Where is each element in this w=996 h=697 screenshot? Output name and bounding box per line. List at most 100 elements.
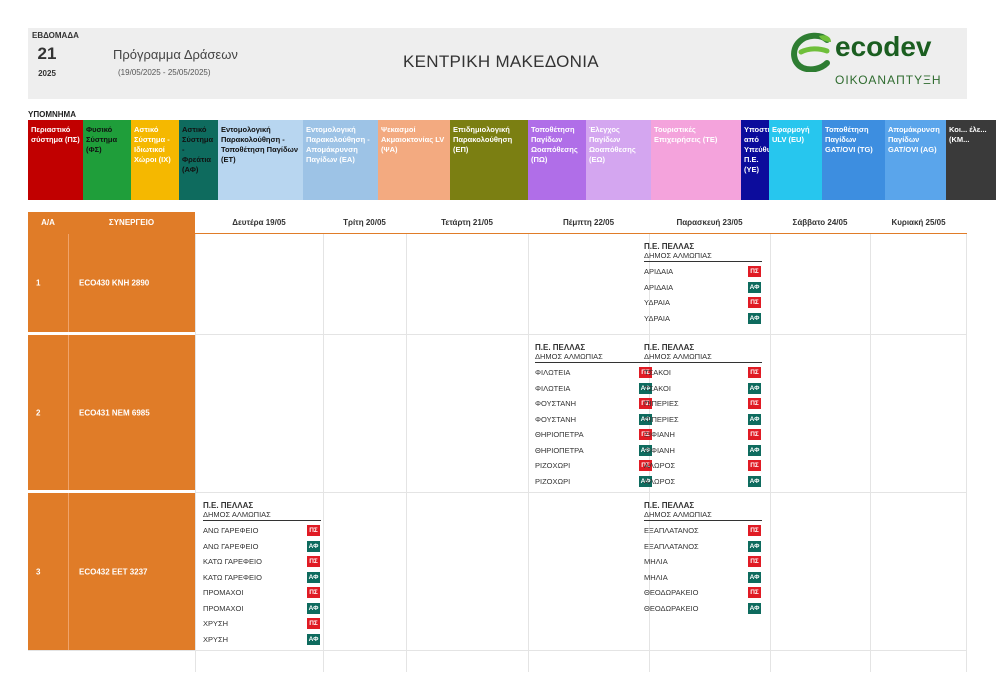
legend-item: Τουριστικές Επιχειρήσεις (ΤΕ) bbox=[651, 120, 741, 200]
system-badge: ΠΣ bbox=[748, 297, 761, 308]
location-name: ΜΗΛΙΑ bbox=[644, 557, 668, 566]
legend-item: Εντομολογική Παρακολούθηση - Τοποθέτηση … bbox=[218, 120, 303, 200]
location-name: ΘΗΡΙΟΠΕΤΡΑ bbox=[535, 430, 584, 439]
location-entry: ΡΙΖΟΧΩΡΙ ΑΦ bbox=[535, 474, 653, 490]
legend: Περιαστικό σύστημα (ΠΣ) Φυσικό Σύστημα (Φ… bbox=[28, 120, 996, 200]
location-name: ΑΛΩΡΟΣ bbox=[644, 461, 676, 470]
system-badge: ΠΣ bbox=[748, 398, 761, 409]
location-entry: ΠΙΠΕΡΙΕΣ ΠΣ bbox=[644, 396, 762, 412]
location-entry: ΦΙΛΩΤΕΙΑ ΑΦ bbox=[535, 381, 653, 397]
system-badge: ΠΣ bbox=[307, 556, 320, 567]
location-entry: ΘΗΡΙΟΠΕΤΡΑ ΑΦ bbox=[535, 443, 653, 459]
column-header: Τρίτη 20/05 bbox=[323, 212, 406, 234]
legend-item: Τοποθέτηση Παγίδων Ωοαπόθεσης (ΠΩ) bbox=[528, 120, 586, 200]
grid-line bbox=[770, 234, 771, 672]
legend-item: Απομάκρυνση Παγίδων GAT/OVI (AG) bbox=[885, 120, 946, 200]
location-entry: ΕΞΑΠΛΑΤΑΝΟΣ ΠΣ bbox=[644, 523, 762, 539]
location-name: ΜΗΛΙΑ bbox=[644, 572, 668, 582]
card-regional-unit: Π.Ε. ΠΕΛΛΑΣ bbox=[535, 343, 586, 352]
system-badge: ΑΦ bbox=[748, 281, 761, 293]
location-name: ΑΡΙΔΑΙΑ bbox=[644, 267, 674, 276]
location-entry: ΤΣΑΚΟΙ ΑΦ bbox=[644, 381, 762, 397]
legend-item: Έλεγχος Παγίδων Ωοαπόθεσης (ΕΩ) bbox=[586, 120, 651, 200]
leaf-e-icon bbox=[791, 32, 831, 72]
legend-title: ΥΠΟΜΝΗΜΑ bbox=[28, 110, 76, 119]
location-name: ΦΟΥΣΤΑΝΗ bbox=[535, 414, 577, 424]
schedule-table: Α/Α ΣΥΝΕΡΓΕΙΟ Δευτέρα 19/05 Τρίτη 20/05 Τετά… bbox=[28, 212, 967, 672]
location-entry: ΠΡΟΜΑΧΟΙ ΑΦ bbox=[203, 601, 321, 617]
location-entry: ΕΞΑΠΛΑΤΑΝΟΣ ΑΦ bbox=[644, 539, 762, 555]
card-regional-unit: Π.Ε. ΠΕΛΛΑΣ bbox=[203, 501, 254, 510]
system-badge: ΑΦ bbox=[748, 475, 761, 487]
week-year: 2025 bbox=[38, 69, 56, 78]
legend-item: Αστικό Σύστημα - Ιδιωτικοί Χώροι (ΙΧ) bbox=[131, 120, 179, 200]
system-badge: ΠΣ bbox=[748, 429, 761, 440]
legend-item: Κοι... έλε... (ΚΜ... bbox=[946, 120, 996, 200]
system-badge: ΑΦ bbox=[639, 444, 652, 456]
system-badge: ΑΦ bbox=[639, 475, 652, 487]
location-name: ΤΣΑΚΟΙ bbox=[644, 368, 671, 377]
card-regional-unit: Π.Ε. ΠΕΛΛΑΣ bbox=[644, 242, 695, 251]
column-header: Πέμπτη 22/05 bbox=[528, 212, 649, 234]
column-header: Τετάρτη 21/05 bbox=[406, 212, 528, 234]
system-badge: ΠΣ bbox=[748, 460, 761, 471]
system-badge: ΑΦ bbox=[748, 312, 761, 324]
legend-item: Τοποθέτηση Παγίδων GAT/OVI (TG) bbox=[822, 120, 885, 200]
location-name: ΑΝΩ ΓΑΡΕΦΕΙΟ bbox=[203, 526, 259, 535]
grid-line bbox=[406, 234, 407, 672]
system-badge: ΠΣ bbox=[748, 367, 761, 378]
card-municipality: ΔΗΜΟΣ ΑΛΜΩΠΙΑΣ bbox=[644, 251, 762, 262]
card-regional-unit: Π.Ε. ΠΕΛΛΑΣ bbox=[644, 343, 695, 352]
legend-item: Ψεκασμοί Ακμαιοκτονίας LV (ΨΑ) bbox=[378, 120, 450, 200]
system-badge: ΠΣ bbox=[748, 525, 761, 536]
location-name: ΠΡΟΜΑΧΟΙ bbox=[203, 588, 244, 597]
location-name: ΤΣΑΚΟΙ bbox=[644, 383, 671, 393]
location-name: ΑΝΩ ΓΑΡΕΦΕΙΟ bbox=[203, 541, 259, 551]
location-entry: ΚΑΤΩ ΓΑΡΕΦΕΙΟ ΑΦ bbox=[203, 570, 321, 586]
legend-item: Εντομολογική Παρακολούθηση - Απομάκρυνση… bbox=[303, 120, 378, 200]
location-name: ΡΙΖΟΧΩΡΙ bbox=[535, 461, 571, 470]
location-card: Π.Ε. ΠΕΛΛΑΣ ΔΗΜΟΣ ΑΛΜΩΠΙΑΣ ΑΝΩ ΓΑΡΕΦΕΙΟ ΠΣ Α… bbox=[203, 501, 321, 647]
system-badge: ΠΣ bbox=[748, 266, 761, 277]
row-separator bbox=[28, 332, 195, 335]
location-entry: ΥΔΡΑΙΑ ΑΦ bbox=[644, 311, 762, 327]
location-entry: ΚΑΤΩ ΓΑΡΕΦΕΙΟ ΠΣ bbox=[203, 554, 321, 570]
location-entry: ΑΛΩΡΟΣ ΠΣ bbox=[644, 458, 762, 474]
system-badge: ΑΦ bbox=[307, 602, 320, 614]
system-badge: ΠΣ bbox=[748, 587, 761, 598]
system-badge: ΠΣ bbox=[639, 429, 652, 440]
location-entry: ΑΡΙΔΑΙΑ ΑΦ bbox=[644, 280, 762, 296]
card-municipality: ΔΗΜΟΣ ΑΛΜΩΠΙΑΣ bbox=[535, 352, 653, 363]
location-name: ΠΡΟΜΑΧΟΙ bbox=[203, 603, 244, 613]
location-entry: ΘΗΡΙΟΠΕΤΡΑ ΠΣ bbox=[535, 427, 653, 443]
location-card: Π.Ε. ΠΕΛΛΑΣ ΔΗΜΟΣ ΑΛΜΩΠΙΑΣ ΦΙΛΩΤΕΙΑ ΠΣ ΦΙΛΩΤ… bbox=[535, 343, 653, 489]
grid-line bbox=[195, 334, 967, 335]
legend-item: Υποστήριξη από Υπεύθυνο Π.Ε. (ΥΕ) bbox=[741, 120, 769, 200]
location-name: ΞΙΦΙΑΝΗ bbox=[644, 445, 675, 455]
week-number: 21 bbox=[37, 44, 57, 63]
card-municipality: ΔΗΜΟΣ ΑΛΜΩΠΙΑΣ bbox=[644, 510, 762, 521]
row-number-label: 1 bbox=[36, 278, 41, 288]
legend-item: Αστικό Σύστημα - Φρεάτια (ΑΦ) bbox=[179, 120, 218, 200]
column-header: Α/Α bbox=[28, 212, 68, 234]
location-entry: ΘΕΟΔΩΡΑΚΕΙΟ ΠΣ bbox=[644, 585, 762, 601]
system-badge: ΑΦ bbox=[748, 413, 761, 425]
location-entry: ΞΙΦΙΑΝΗ ΠΣ bbox=[644, 427, 762, 443]
system-badge: ΠΣ bbox=[307, 618, 320, 629]
system-badge: ΠΣ bbox=[307, 587, 320, 598]
program-date-range: (19/05/2025 - 25/05/2025) bbox=[118, 68, 211, 77]
location-entry: ΥΔΡΑΙΑ ΠΣ bbox=[644, 295, 762, 311]
system-badge: ΑΦ bbox=[639, 413, 652, 425]
location-name: ΚΑΤΩ ΓΑΡΕΦΕΙΟ bbox=[203, 572, 262, 582]
logo-subtitle: ΟΙΚΟΑΝΑΠΤΥΞΗ bbox=[835, 73, 942, 87]
location-name: ΥΔΡΑΙΑ bbox=[644, 313, 670, 323]
location-name: ΑΡΙΔΑΙΑ bbox=[644, 282, 674, 292]
location-name: ΦΙΛΩΤΕΙΑ bbox=[535, 383, 571, 393]
grid-line bbox=[528, 234, 529, 672]
grid-line bbox=[195, 234, 196, 672]
legend-item: Επιδημιολογική Παρακολούθηση (ΕΠ) bbox=[450, 120, 528, 200]
location-entry: ΠΡΟΜΑΧΟΙ ΠΣ bbox=[203, 585, 321, 601]
location-name: ΧΡΥΣΗ bbox=[203, 619, 229, 628]
location-entry: ΑΝΩ ΓΑΡΕΦΕΙΟ ΠΣ bbox=[203, 523, 321, 539]
location-entry: ΦΟΥΣΤΑΝΗ ΠΣ bbox=[535, 396, 653, 412]
